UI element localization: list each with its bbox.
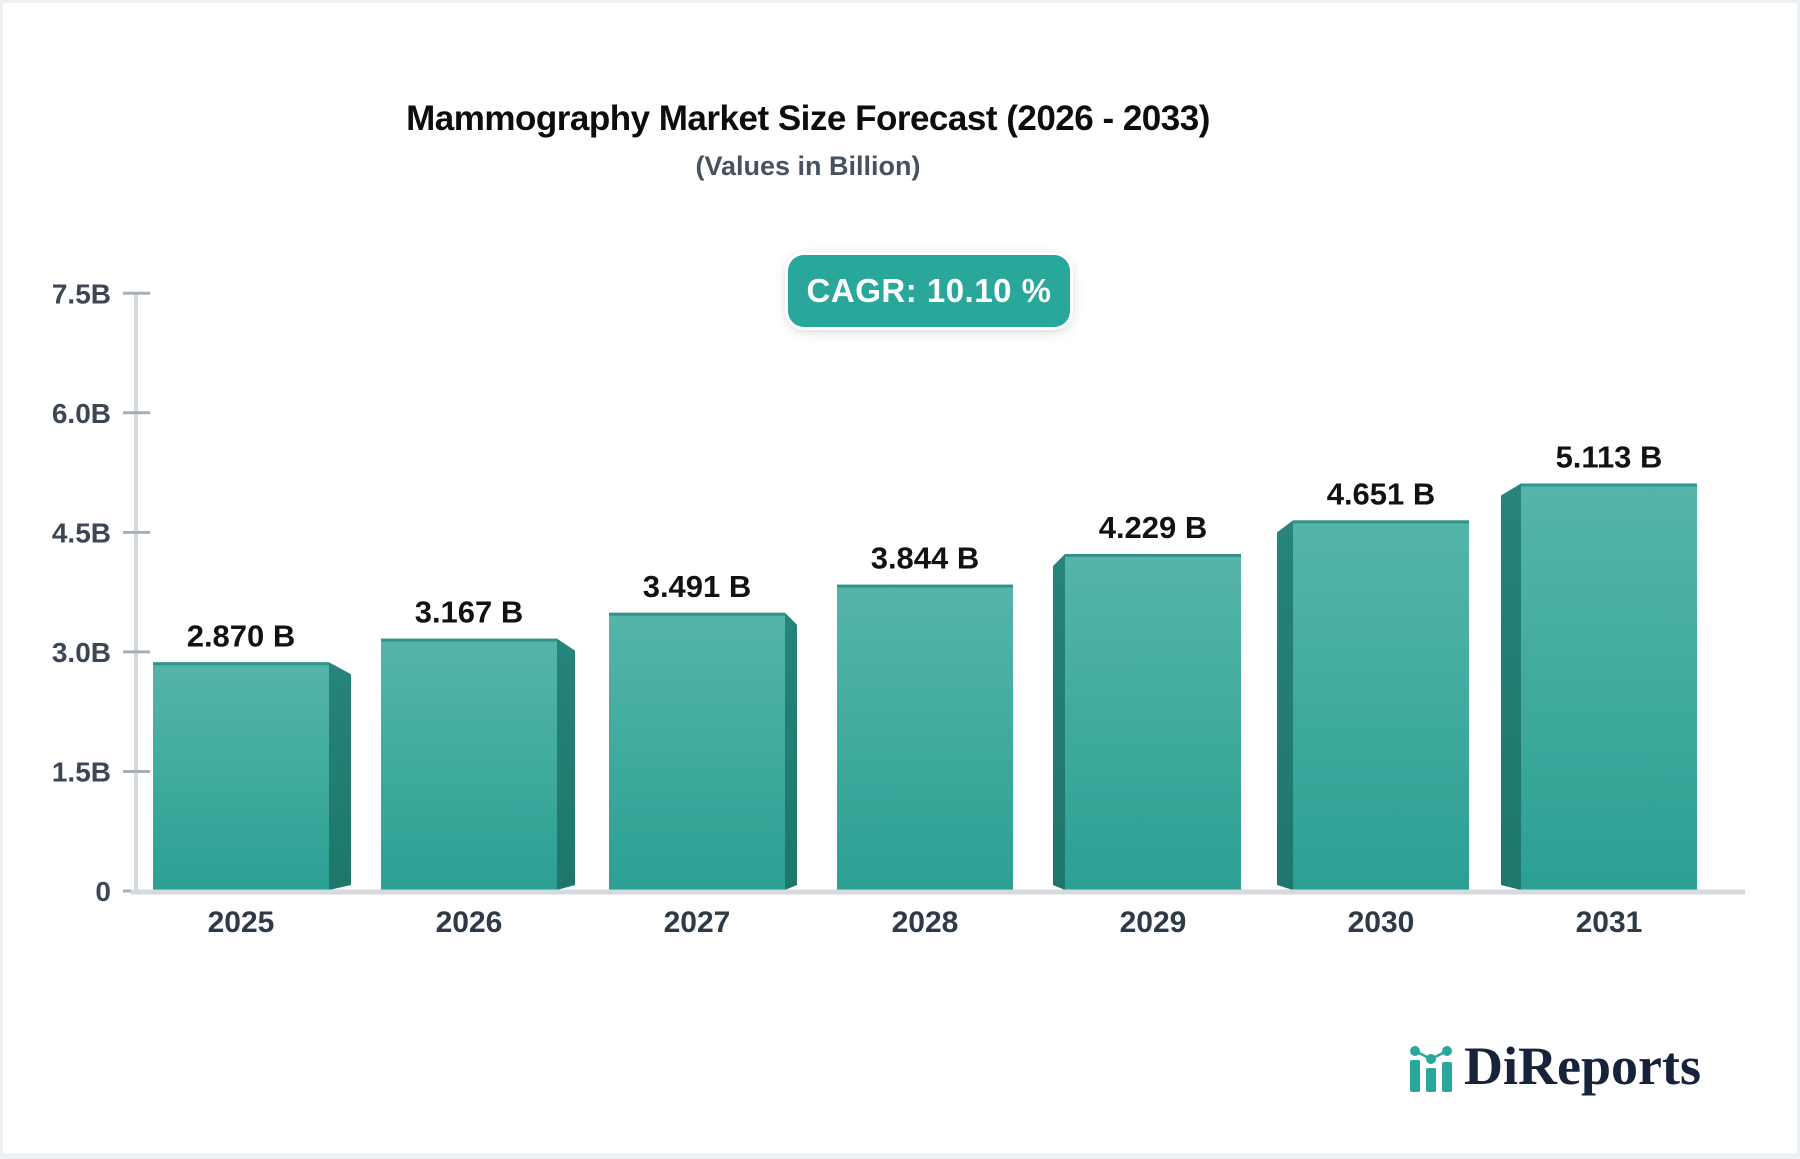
bar-2030 bbox=[1277, 520, 1469, 890]
bar-front-face bbox=[1065, 553, 1241, 890]
y-tick-label: 7.5B bbox=[52, 278, 111, 309]
bar-value-label: 2.870 B bbox=[187, 618, 296, 653]
mini-bar-chart-icon bbox=[1410, 1046, 1453, 1092]
x-axis-label: 2025 bbox=[208, 906, 275, 939]
bar-2026 bbox=[381, 638, 575, 890]
x-axis-labels-group: 2025 2026 2027 2028 2029 2030 2031 bbox=[208, 906, 1643, 939]
bar-value-label: 3.491 B bbox=[643, 569, 752, 604]
value-labels-group: 2.870 B 3.167 B 3.491 B 3.844 B 4.229 B 4.651… bbox=[187, 439, 1663, 653]
bar-2025 bbox=[153, 662, 351, 890]
bar-side-face bbox=[557, 638, 575, 890]
x-axis-label: 2027 bbox=[664, 906, 731, 939]
x-axis-label: 2031 bbox=[1576, 906, 1643, 939]
bars-group bbox=[153, 483, 1697, 890]
bar-side-face bbox=[1053, 553, 1065, 890]
bar-front-face bbox=[1293, 520, 1469, 890]
y-axis-ticks: 7.5B 6.0B 4.5B 3.0B 1.5B 0 bbox=[52, 278, 150, 907]
chart-subtitle: (Values in Billion) bbox=[695, 151, 921, 181]
bar-chart: 7.5B 6.0B 4.5B 3.0B 1.5B 0 2.870 B 3.167 B 3.49… bbox=[52, 278, 1745, 939]
bar-2031 bbox=[1501, 483, 1697, 890]
bar-front-face bbox=[837, 584, 1013, 890]
y-tick-label: 3.0B bbox=[52, 637, 111, 668]
bar-side-face bbox=[1501, 483, 1521, 890]
x-axis-label: 2026 bbox=[436, 906, 503, 939]
bar-value-label: 5.113 B bbox=[1556, 439, 1663, 474]
logo-text: DiReports bbox=[1464, 1036, 1701, 1096]
x-axis-label: 2028 bbox=[892, 906, 959, 939]
x-axis-label: 2030 bbox=[1348, 906, 1415, 939]
bar-side-face bbox=[1277, 520, 1293, 890]
bar-front-face bbox=[1521, 483, 1697, 890]
bar-value-label: 4.651 B bbox=[1327, 476, 1436, 511]
y-tick-label: 4.5B bbox=[52, 517, 111, 548]
y-tick-label: 6.0B bbox=[52, 398, 111, 429]
bar-side-face bbox=[785, 612, 797, 890]
bar-front-face bbox=[609, 612, 785, 890]
y-tick-label: 0 bbox=[95, 876, 111, 907]
bar-front-face bbox=[153, 662, 329, 890]
bar-2029 bbox=[1053, 553, 1241, 890]
bar-front-face bbox=[381, 638, 557, 890]
x-axis-label: 2029 bbox=[1120, 906, 1187, 939]
bar-value-label: 3.167 B bbox=[415, 595, 524, 630]
bar-value-label: 3.844 B bbox=[871, 541, 980, 576]
bar-2027 bbox=[609, 612, 797, 890]
cagr-badge: CAGR: 10.10 % bbox=[788, 255, 1070, 327]
chart-card: Mammography Market Size Forecast (2026 -… bbox=[3, 3, 1797, 1153]
direports-logo: DiReports bbox=[1408, 1035, 1701, 1097]
y-tick-label: 1.5B bbox=[52, 756, 111, 787]
chart-title: Mammography Market Size Forecast (2026 -… bbox=[406, 99, 1210, 138]
bar-value-label: 4.229 B bbox=[1099, 510, 1208, 545]
bar-side-face bbox=[329, 662, 351, 890]
bar-2028 bbox=[837, 584, 1013, 890]
